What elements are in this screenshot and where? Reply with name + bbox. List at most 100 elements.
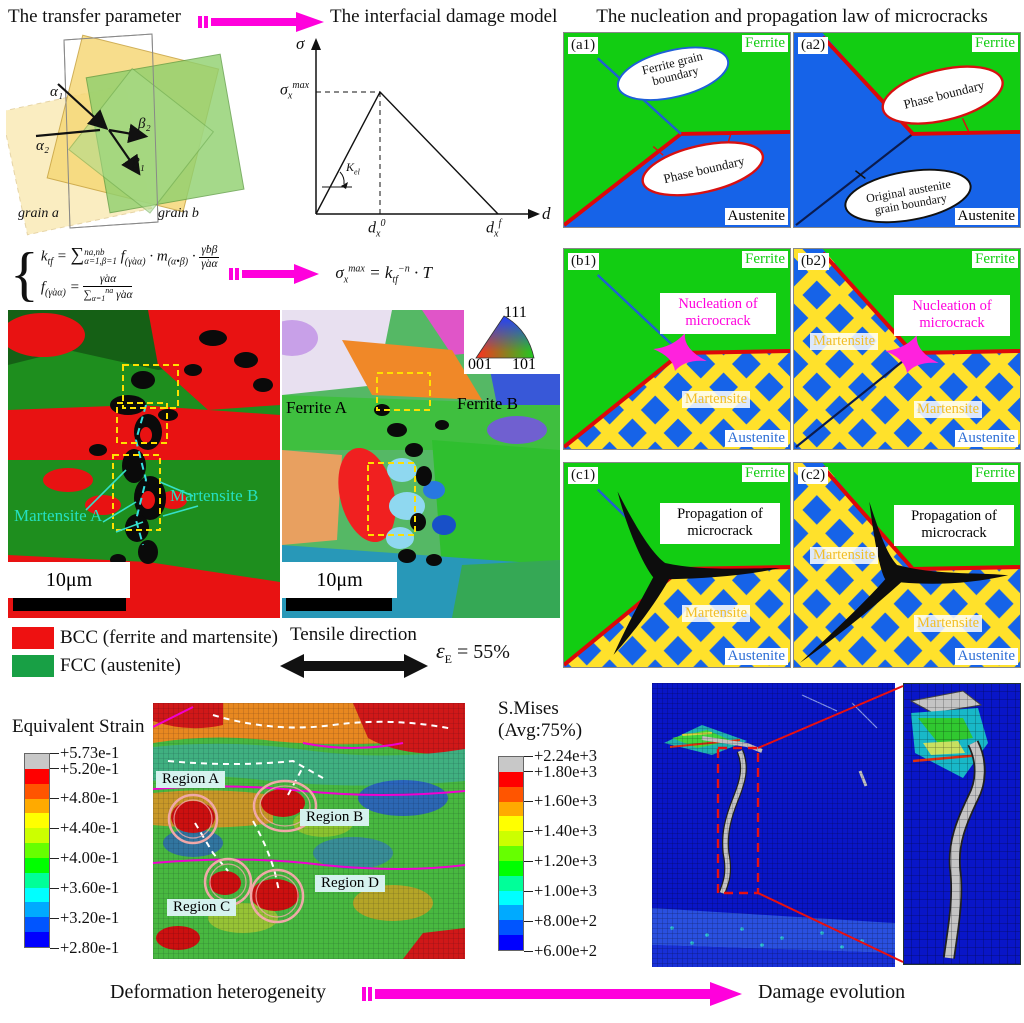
mises-colorbar — [498, 756, 524, 951]
panel-id: (c1) — [568, 467, 599, 485]
ipf-111-label: 111 — [504, 304, 527, 321]
panel-b2: Nucleation of microcrack Martensite Marte… — [793, 248, 1021, 450]
roi-rect-1 — [122, 364, 179, 409]
grain-schematic: α₁ α₂ β₂ β₁ grain a grain b — [0, 30, 268, 240]
panel-a1: Ferrite grain boundary Phase boundary (a1… — [563, 32, 791, 228]
ellipse2-connector — [652, 145, 664, 156]
header-nucleation-law: The nucleation and propagation law of mi… — [596, 6, 988, 27]
bcc-red-topright — [148, 310, 280, 410]
martensite-label: Martensite — [682, 391, 751, 408]
phase-boundary-callout-ellipse — [641, 141, 765, 197]
colorbar-segment — [25, 917, 49, 933]
traction-plot-svg — [311, 38, 540, 219]
boundary-plane-outline — [63, 33, 159, 229]
formula-row: { ktf = ∑ na,nb α=1,β=1 f(γ̇aα) · m(α•β) ·… — [10, 238, 555, 310]
brace: { — [10, 241, 39, 307]
formula-result: σxmax = ktf−n · T — [335, 262, 432, 286]
nucleation-note: Nucleation of microcrack — [660, 293, 776, 334]
header-transfer-parameter: The transfer parameter — [8, 6, 182, 27]
damage-map — [652, 683, 895, 967]
panel-id: (b1) — [568, 253, 599, 271]
scale-bar — [13, 598, 126, 611]
formula-ktf: ktf = ∑ na,nb α=1,β=1 f(γ̇aα) · m(α•β) · γ… — [40, 244, 220, 270]
mises-tick-label: +1.40e+3 — [534, 821, 598, 840]
beta1-slip-arrow — [108, 129, 141, 176]
scale-label: 10μm — [282, 562, 397, 598]
y-axis-arrowhead-icon — [311, 38, 321, 50]
footer-deformation-label: Deformation heterogeneity — [110, 981, 327, 1003]
tick — [524, 921, 533, 923]
mises-tick-label: +8.00e+2 — [534, 911, 598, 930]
blue-blob — [423, 481, 445, 499]
grain-schematic-svg — [0, 33, 245, 236]
traction-separation-plot: σ σxmax Kel d dx0 dxf — [280, 34, 555, 240]
mises-tick-label: +6.00e+2 — [534, 941, 598, 960]
tensile-direction-label: Tensile direction — [290, 624, 417, 645]
footer-damage-label: Damage evolution — [758, 981, 906, 1003]
sigma-axis-label: σ — [296, 34, 305, 53]
alpha2-label: α₂ — [36, 138, 50, 154]
bcc-label: BCC (ferrite and martensite) — [60, 627, 278, 648]
strain-map: Region A Region B Region C Region D — [152, 703, 466, 959]
tick — [524, 831, 533, 833]
nucleation-note: Nucleation of microcrack — [894, 295, 1010, 336]
phase-boundary-callout-ellipse — [881, 65, 1004, 125]
phase-boundary-line — [821, 35, 1020, 136]
ipf-001-label: 001 — [468, 356, 492, 373]
stiffness-label: Kel — [346, 160, 360, 177]
mises-tick-label: +1.20e+3 — [534, 851, 598, 870]
panel-b1: Nucleation of microcrack Martensite (b1) … — [563, 248, 791, 450]
grain-b-label: grain b — [158, 206, 199, 221]
colorbar-segment — [499, 786, 523, 802]
panel-id: (a1) — [568, 37, 599, 55]
tick — [524, 756, 533, 758]
region-b-circle — [252, 779, 318, 833]
tick — [524, 801, 533, 803]
austenite-label: Austenite — [724, 429, 788, 447]
tick — [50, 828, 59, 830]
colorbar-segment — [25, 768, 49, 784]
panel-id: (a2) — [798, 37, 829, 55]
tensile-direction-arrow-icon — [280, 654, 428, 678]
panel-a2-svg — [794, 33, 1020, 227]
austenite-label: Austenite — [724, 647, 788, 665]
ellipse2-connector — [854, 170, 866, 180]
panel-c2: Propagation of microcrack Martensite Mart… — [793, 462, 1021, 668]
flow-arrow-top-icon — [198, 12, 324, 32]
tick — [524, 771, 533, 773]
tick — [524, 891, 533, 893]
ferrite-label: Ferrite — [742, 465, 788, 483]
microcrack-star — [885, 335, 939, 373]
martensite-label: Martensite — [682, 605, 751, 622]
colorbar-segment — [25, 872, 49, 888]
ipf-101-label: 101 — [512, 356, 536, 373]
region-c-label: Region C — [167, 899, 237, 916]
colorbar-segment — [499, 920, 523, 936]
tick — [50, 753, 59, 755]
beta2-label: β₂ — [138, 116, 151, 132]
martensite-a-label: Martensite A — [14, 506, 103, 525]
ebsd-ipf-map: Ferrite A Ferrite B 111 001 101 10μm — [266, 304, 561, 618]
crack-path-dashed-line — [134, 404, 148, 546]
ferrite-gb-callout-ellipse — [616, 46, 730, 101]
mises-tick-label: +1.00e+3 — [534, 881, 598, 900]
martensite-label: Martensite — [810, 333, 879, 350]
blue-blob — [432, 515, 456, 535]
bcc-red-blob — [1, 313, 85, 357]
colorbar-segment — [499, 875, 523, 891]
colorbar-segment — [499, 801, 523, 817]
d-axis-label: d — [542, 204, 551, 223]
original-austenite-gb-line — [795, 352, 914, 448]
tick — [524, 951, 533, 953]
colorbar-segment — [499, 816, 523, 832]
fe-mesh — [903, 683, 1021, 965]
colorbar-segment — [499, 846, 523, 861]
colorbar-segment — [499, 860, 523, 876]
colorbar-segment — [25, 798, 49, 814]
roi-rect-2 — [367, 462, 416, 536]
grain-patch-green2 — [432, 440, 560, 570]
ferrite-a-label: Ferrite A — [286, 398, 347, 417]
propagation-note: Propagation of microcrack — [894, 505, 1014, 546]
tick — [50, 858, 59, 860]
